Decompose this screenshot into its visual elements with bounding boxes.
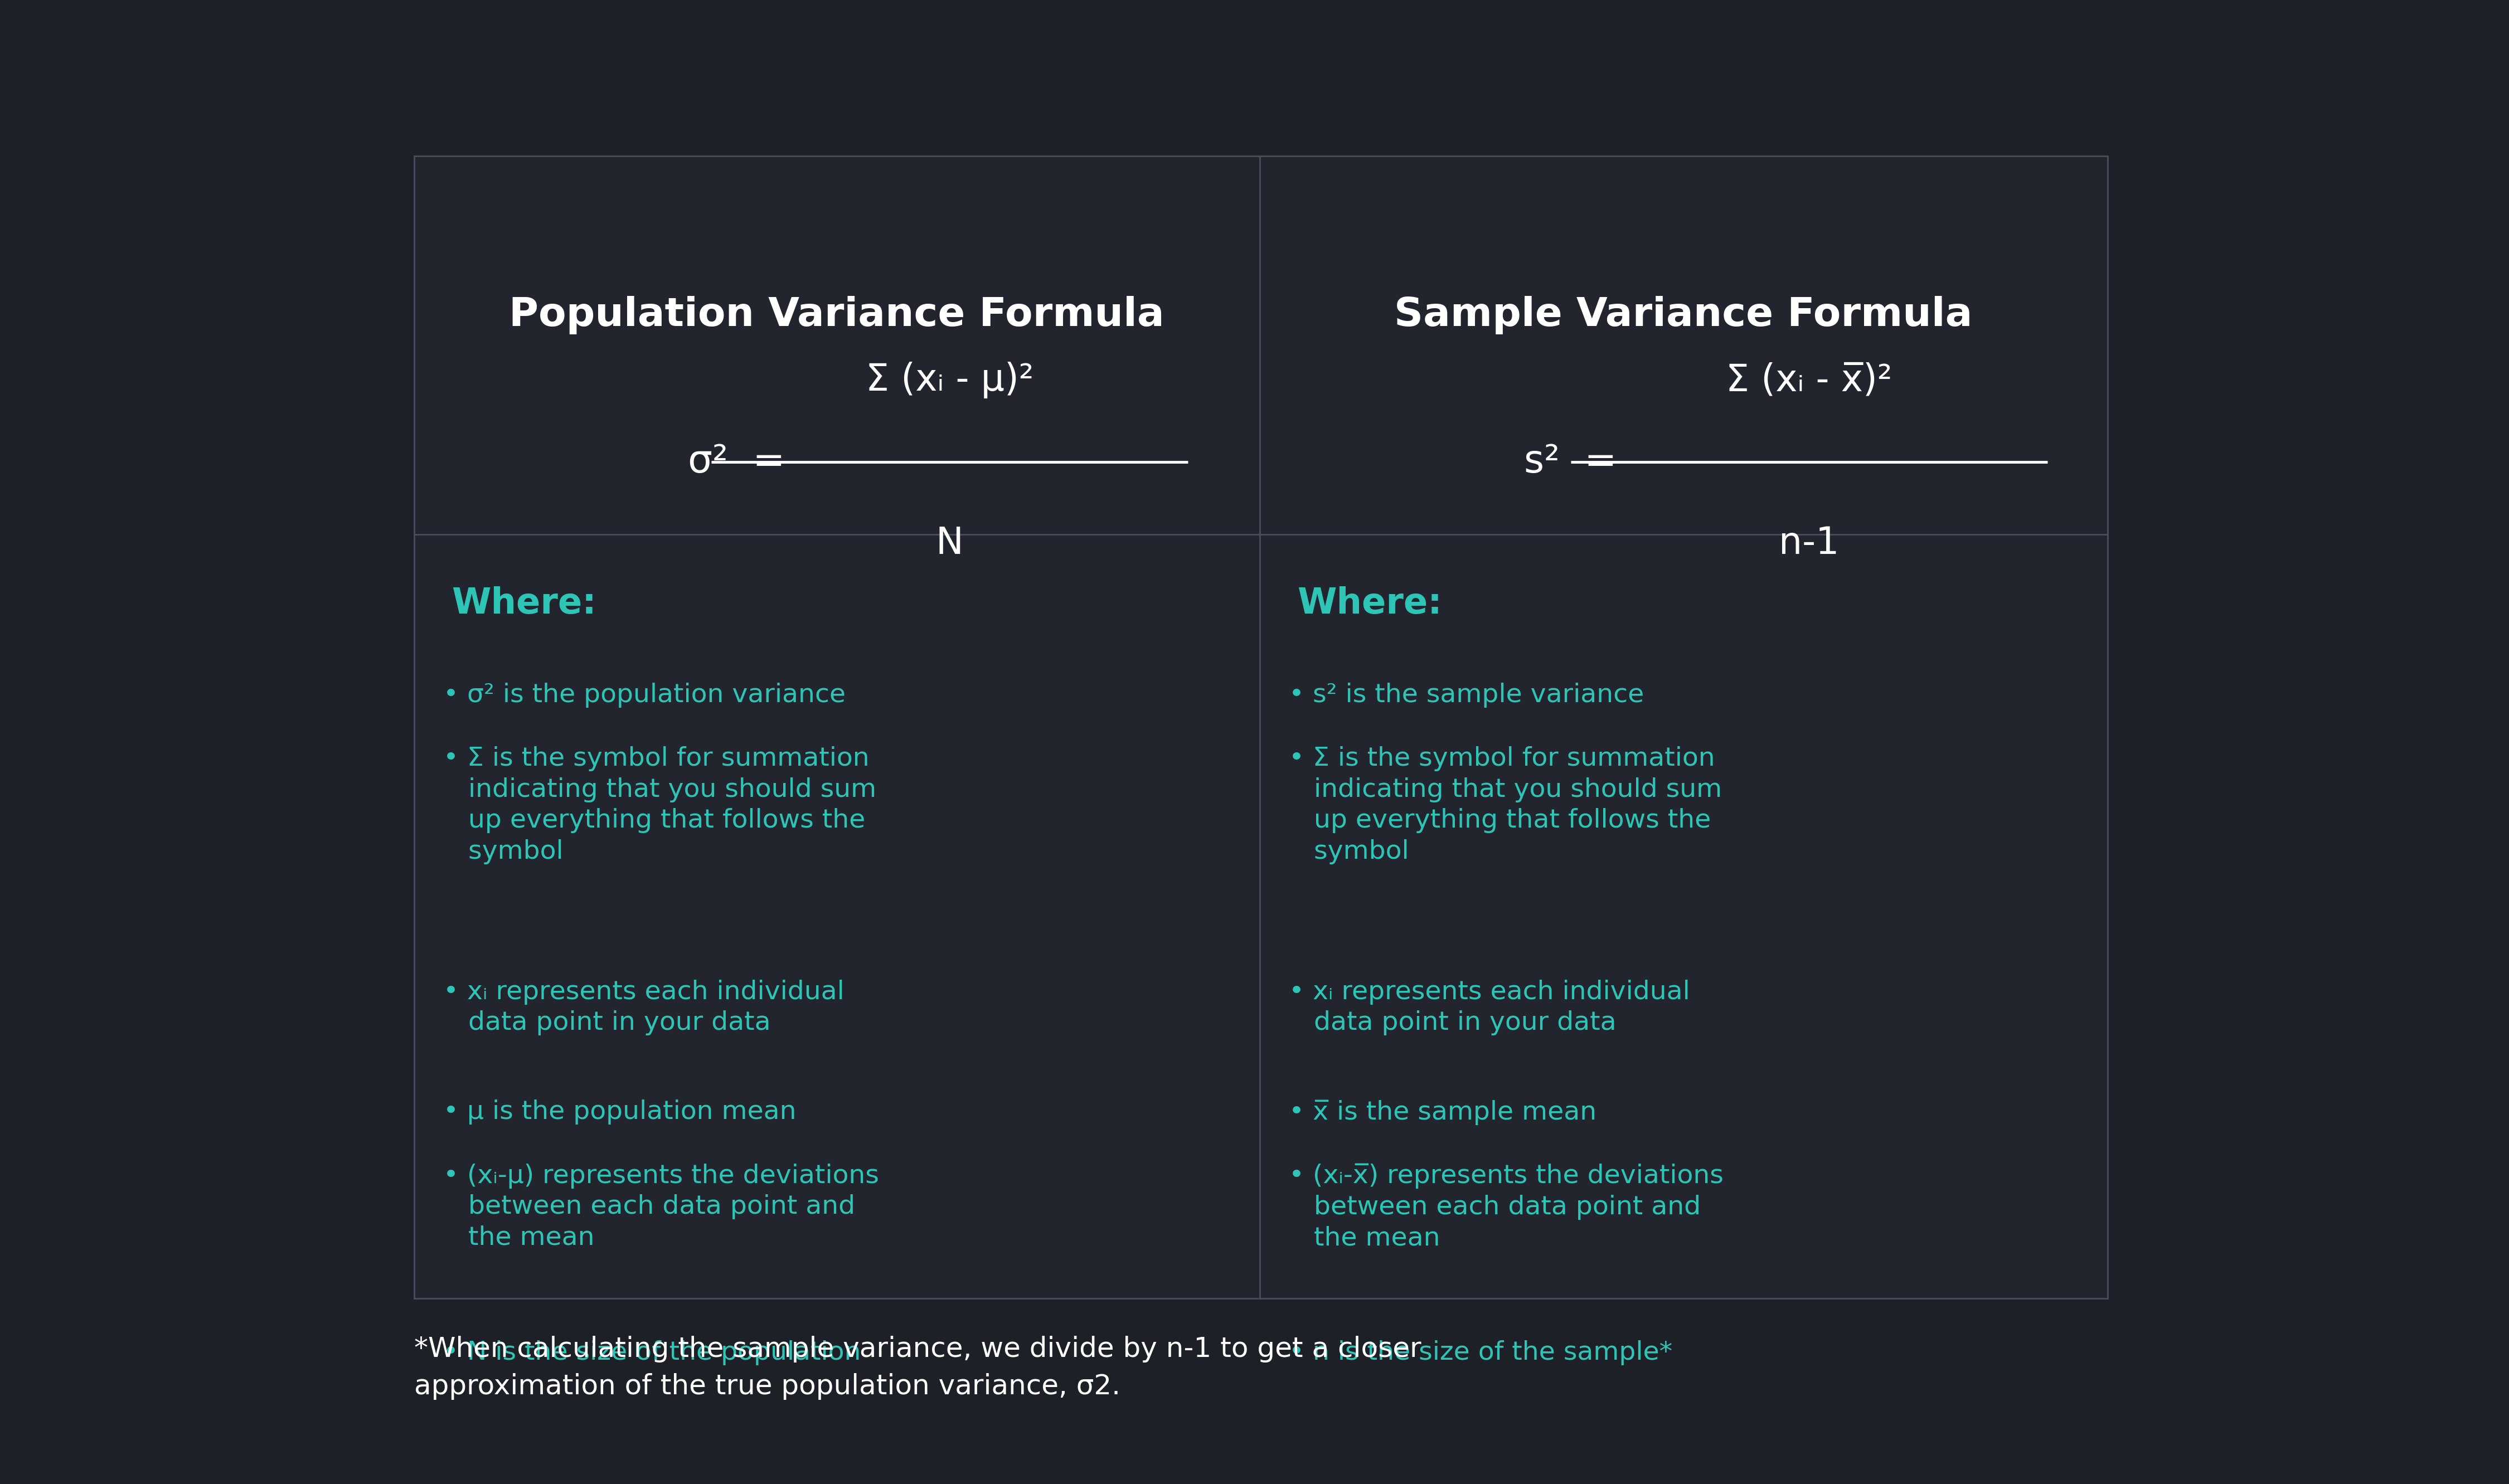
FancyBboxPatch shape [414, 156, 2108, 1298]
Text: σ²  =: σ² = [687, 444, 785, 481]
Text: • μ is the population mean: • μ is the population mean [427, 1100, 795, 1125]
Text: Population Variance Formula: Population Variance Formula [509, 297, 1164, 334]
Text: N: N [936, 525, 963, 562]
Text: • xᵢ represents each individual
     data point in your data: • xᵢ represents each individual data poi… [427, 979, 846, 1036]
Text: Where:: Where: [1297, 586, 1443, 620]
Text: • Σ is the symbol for summation
     indicating that you should sum
     up ever: • Σ is the symbol for summation indicati… [1272, 746, 1721, 864]
Text: *When calculating the sample variance, we divide by n-1 to get a closer
approxim: *When calculating the sample variance, w… [414, 1336, 1420, 1399]
Text: Σ (xᵢ - x̅)²: Σ (xᵢ - x̅)² [1726, 362, 1892, 399]
Text: Σ (xᵢ - μ)²: Σ (xᵢ - μ)² [866, 362, 1034, 399]
Text: n-1: n-1 [1779, 525, 1839, 562]
Text: • N is the size of the population: • N is the size of the population [427, 1340, 861, 1365]
Text: • s² is the sample variance: • s² is the sample variance [1272, 683, 1643, 708]
Text: • n is the size of the sample*: • n is the size of the sample* [1272, 1340, 1674, 1365]
Text: Where:: Where: [452, 586, 597, 620]
Text: • (xᵢ-μ) represents the deviations
     between each data point and
     the mea: • (xᵢ-μ) represents the deviations betwe… [427, 1163, 878, 1251]
Text: • xᵢ represents each individual
     data point in your data: • xᵢ represents each individual data poi… [1272, 979, 1691, 1036]
Text: s²  =: s² = [1525, 444, 1616, 481]
Text: • (xᵢ-x̅) represents the deviations
     between each data point and
     the me: • (xᵢ-x̅) represents the deviations betw… [1272, 1163, 1724, 1251]
Text: Sample Variance Formula: Sample Variance Formula [1395, 297, 1972, 334]
Text: • Σ is the symbol for summation
     indicating that you should sum
     up ever: • Σ is the symbol for summation indicati… [427, 746, 876, 864]
Text: • x̅ is the sample mean: • x̅ is the sample mean [1272, 1100, 1596, 1125]
Text: • σ² is the population variance: • σ² is the population variance [427, 683, 846, 708]
